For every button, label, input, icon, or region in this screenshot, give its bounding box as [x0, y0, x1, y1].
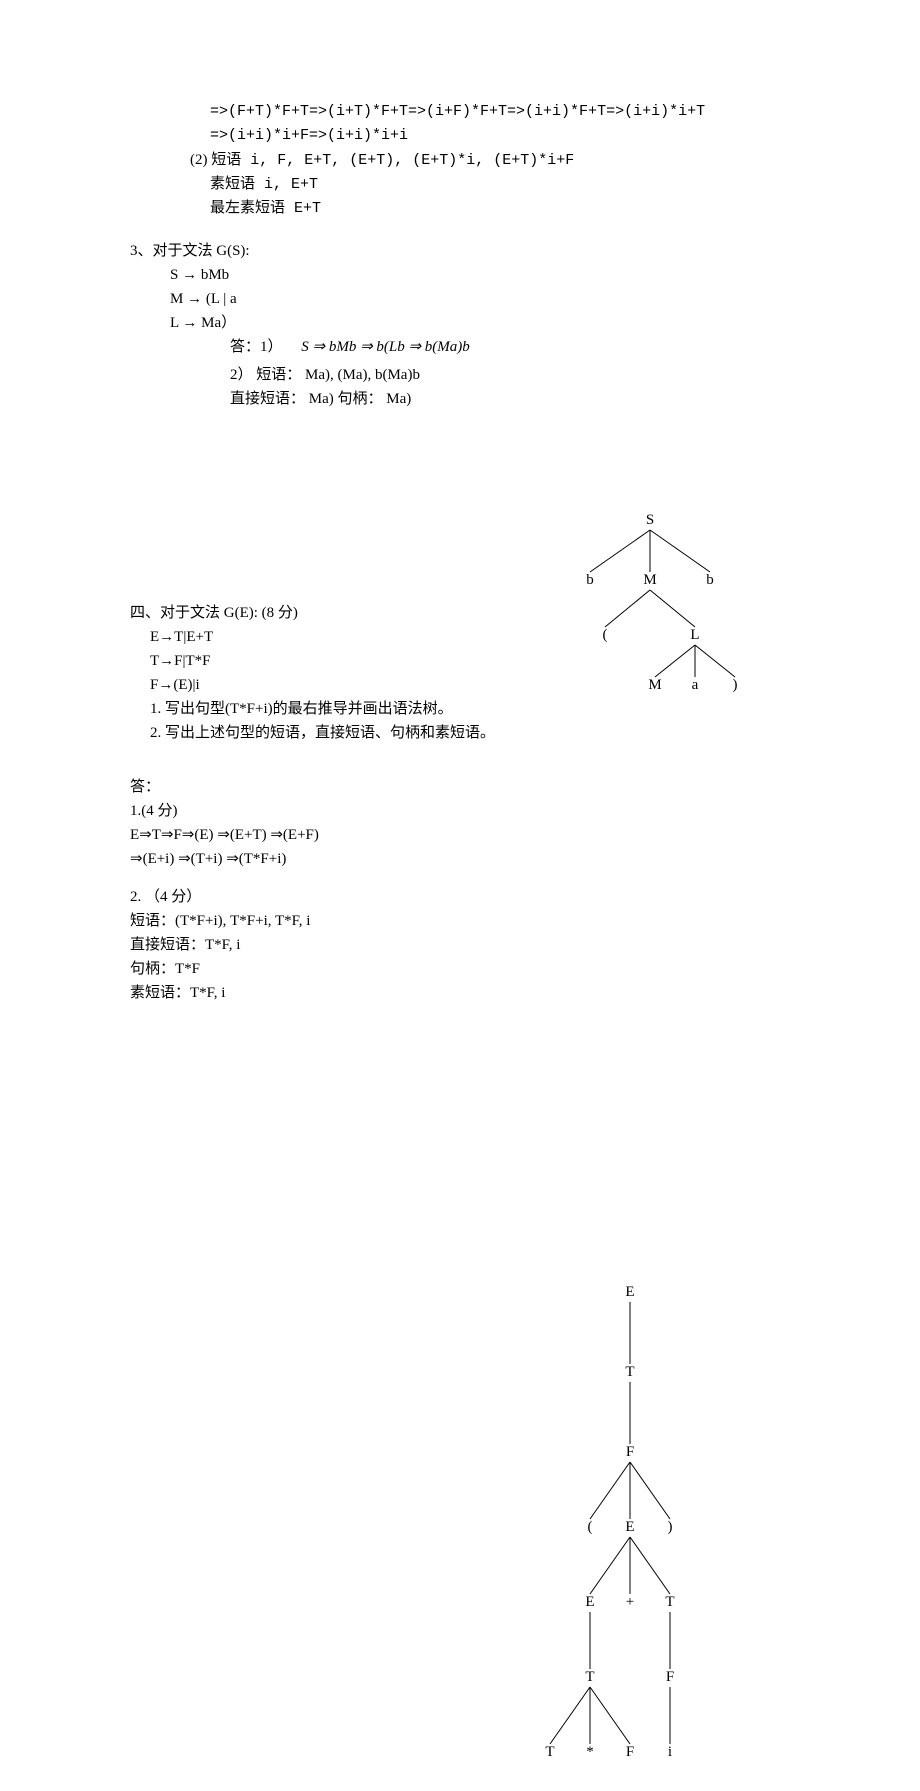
- svg-text:(: (: [588, 1519, 593, 1535]
- q3-ans-label: 答：1）: [230, 339, 283, 355]
- q4-rule2: T→F|T*F: [150, 649, 560, 673]
- svg-text:b: b: [586, 572, 594, 588]
- q4-handle: 句柄：T*F: [130, 957, 560, 981]
- q4-direct: 直接短语：T*F, i: [130, 933, 560, 957]
- q4-title: 四、对于文法 G(E): (8 分): [130, 601, 560, 625]
- item2-phrases: 短语 i, F, E+T, (E+T), (E+T)*i, (E+T)*i+F: [211, 152, 574, 169]
- q4-block: 四、对于文法 G(E): (8 分) E→T|E+T T→F|T*F F→(E)…: [130, 601, 790, 1005]
- q4-part2-label: 2. （4 分）: [130, 885, 560, 909]
- svg-text:): ): [668, 1519, 673, 1535]
- svg-text:E: E: [625, 1519, 634, 1535]
- q3-part2: 2） 短语： Ma), (Ma), b(Ma)b: [230, 363, 790, 387]
- spacer: [130, 221, 790, 239]
- svg-text:F: F: [626, 1444, 634, 1460]
- q4-task2: 2. 写出上述句型的短语，直接短语、句柄和素短语。: [150, 721, 560, 745]
- q4-deriv2: ⇒(E+i) ⇒(T+i) ⇒(T*F+i): [130, 847, 560, 871]
- svg-text:T: T: [665, 1594, 674, 1610]
- q4-task1: 1. 写出句型(T*F+i)的最右推导并画出语法树。: [150, 697, 560, 721]
- q3-derivation: S ⇒ bMb ⇒ b(Lb ⇒ b(Ma)b: [301, 339, 470, 355]
- q3-answer-line1: 答：1） S ⇒ bMb ⇒ b(Lb ⇒ b(Ma)b: [230, 335, 790, 359]
- q3-rule1: S → bMb: [170, 263, 790, 287]
- svg-text:F: F: [626, 1744, 634, 1760]
- svg-text:E: E: [585, 1594, 594, 1610]
- svg-text:S: S: [646, 512, 654, 528]
- item2-prime: 素短语 i, E+T: [210, 173, 790, 197]
- q4-rule3: F→(E)|i: [150, 673, 560, 697]
- svg-text:T: T: [545, 1744, 554, 1760]
- page: =>(F+T)*F+T=>(i+T)*F+T=>(i+F)*F+T=>(i+i)…: [0, 0, 920, 1065]
- q4-part1-label: 1.(4 分): [130, 799, 560, 823]
- q3-direct-phrase: 直接短语： Ma) 句柄： Ma): [230, 387, 790, 411]
- item2: (2) 短语 i, F, E+T, (E+T), (E+T)*i, (E+T)*…: [190, 148, 790, 173]
- svg-text:T: T: [625, 1364, 634, 1380]
- q4-prime: 素短语：T*F, i: [130, 981, 560, 1005]
- q4-syntax-tree: E T F ( E) E + T T F T * Fi: [530, 1281, 720, 1791]
- q3-block: 3、对于文法 G(S): S → bMb M → (L | a L → Ma） …: [130, 239, 790, 411]
- q4-rule1: E→T|E+T: [150, 625, 560, 649]
- q3-title: 3、对于文法 G(S):: [130, 239, 790, 263]
- svg-text:F: F: [666, 1669, 674, 1685]
- q4-phrases: 短语：(T*F+i), T*F+i, T*F, i: [130, 909, 560, 933]
- svg-text:b: b: [706, 572, 714, 588]
- svg-text:i: i: [668, 1744, 672, 1760]
- svg-text:T: T: [585, 1669, 594, 1685]
- q3-rule3: L → Ma）: [170, 311, 790, 335]
- item2-label: (2): [190, 152, 208, 168]
- spacer4: [130, 871, 560, 885]
- spacer3: [130, 745, 560, 775]
- svg-text:E: E: [625, 1284, 634, 1300]
- svg-text:+: +: [626, 1594, 634, 1610]
- svg-text:*: *: [586, 1744, 594, 1760]
- derivation-line-1: =>(F+T)*F+T=>(i+T)*F+T=>(i+F)*F+T=>(i+i)…: [210, 100, 790, 124]
- svg-text:M: M: [643, 572, 656, 588]
- q4-deriv1: E⇒T⇒F⇒(E) ⇒(E+T) ⇒(E+F): [130, 823, 560, 847]
- q3-rule2: M → (L | a: [170, 287, 790, 311]
- item2-leftprime: 最左素短语 E+T: [210, 197, 790, 221]
- q4-ans-label: 答：: [130, 775, 560, 799]
- derivation-line-2: =>(i+i)*i+F=>(i+i)*i+i: [210, 124, 790, 148]
- q4-text: 四、对于文法 G(E): (8 分) E→T|E+T T→F|T*F F→(E)…: [130, 601, 560, 1005]
